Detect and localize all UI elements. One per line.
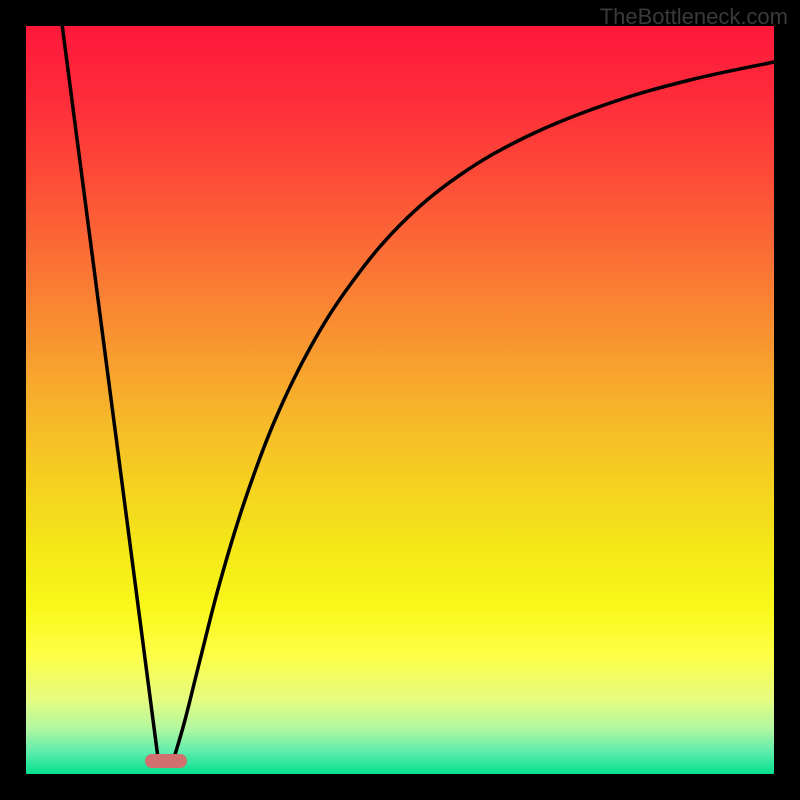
optimal-marker xyxy=(145,754,187,768)
chart-background xyxy=(26,26,774,774)
chart-container: TheBottleneck.com xyxy=(0,0,800,800)
watermark-text: TheBottleneck.com xyxy=(600,4,788,30)
bottleneck-chart xyxy=(0,0,800,800)
